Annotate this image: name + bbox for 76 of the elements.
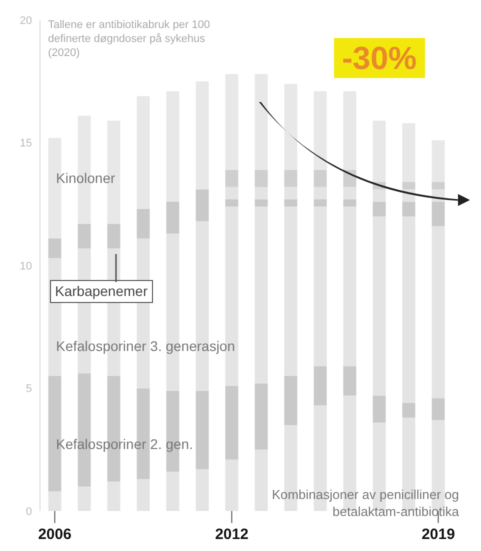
series-label: Kefalosporiner 3. generasjon bbox=[56, 338, 236, 355]
series-label: Kefalosporiner 2. gen. bbox=[56, 436, 193, 453]
bar bbox=[78, 224, 91, 248]
bar bbox=[48, 491, 62, 511]
bar bbox=[372, 189, 386, 202]
bar bbox=[166, 91, 180, 202]
series-label: Karbapenemer bbox=[50, 280, 153, 303]
bar bbox=[402, 216, 416, 403]
bar bbox=[432, 398, 445, 420]
bar bbox=[284, 376, 298, 426]
x-tick-label: 2006 bbox=[38, 526, 72, 543]
bar bbox=[196, 81, 209, 190]
bar bbox=[225, 199, 238, 207]
bar bbox=[284, 206, 298, 376]
bar bbox=[372, 202, 386, 216]
bar bbox=[225, 170, 238, 187]
bar bbox=[343, 366, 356, 396]
bar bbox=[314, 366, 327, 406]
y-tick-label: 5 bbox=[26, 383, 32, 396]
y-tick-label: 15 bbox=[20, 138, 32, 150]
bar bbox=[78, 486, 91, 511]
bar bbox=[432, 182, 445, 190]
bar bbox=[284, 84, 298, 170]
bar bbox=[284, 186, 298, 200]
bar bbox=[136, 209, 150, 238]
bar bbox=[107, 482, 120, 511]
bar bbox=[343, 91, 356, 170]
bar bbox=[402, 182, 416, 190]
bar bbox=[314, 186, 327, 200]
bar bbox=[314, 199, 327, 207]
bar bbox=[432, 202, 445, 226]
bar bbox=[343, 186, 356, 200]
bar bbox=[166, 202, 180, 234]
y-tick-label: 0 bbox=[26, 506, 32, 518]
series-label: Kinoloner bbox=[56, 170, 116, 187]
bar bbox=[343, 206, 356, 366]
bar bbox=[166, 472, 180, 511]
x-tick-label: 2019 bbox=[422, 526, 455, 543]
bar bbox=[314, 206, 327, 366]
bar bbox=[402, 123, 416, 182]
bar bbox=[225, 386, 238, 460]
text: Tallene er antibiotikabruk per 100 definerte døgndoser på sykehus (2020) bbox=[48, 18, 212, 60]
bar bbox=[372, 120, 386, 182]
bar bbox=[284, 199, 298, 207]
bar bbox=[432, 226, 445, 398]
bar bbox=[254, 170, 268, 187]
bar bbox=[196, 189, 209, 222]
bar bbox=[372, 396, 386, 423]
callout: -30% bbox=[334, 38, 425, 78]
bar bbox=[402, 202, 416, 216]
bar bbox=[254, 450, 268, 511]
y-tick-label: 10 bbox=[20, 260, 32, 272]
bar bbox=[107, 224, 120, 248]
series-label: Kombinasjoner av penicilliner og betalaktam-antibiotika bbox=[270, 486, 459, 520]
bar bbox=[372, 216, 386, 396]
bar bbox=[254, 199, 268, 207]
bar bbox=[136, 96, 150, 210]
bar bbox=[402, 402, 416, 418]
bar bbox=[254, 186, 268, 200]
bar bbox=[314, 170, 327, 187]
bar bbox=[48, 238, 62, 258]
bar bbox=[225, 459, 238, 511]
bar bbox=[343, 199, 356, 207]
bar bbox=[254, 383, 268, 450]
bar bbox=[225, 74, 238, 170]
bar bbox=[196, 469, 209, 511]
bar bbox=[432, 140, 445, 182]
bar bbox=[314, 91, 327, 170]
bar bbox=[136, 479, 150, 511]
y-tick-label: 20 bbox=[20, 14, 32, 27]
x-tick-label: 2012 bbox=[215, 526, 248, 543]
bar bbox=[225, 186, 238, 200]
bar bbox=[196, 390, 209, 470]
bar bbox=[254, 74, 268, 170]
bar bbox=[254, 206, 268, 384]
bar bbox=[284, 170, 298, 187]
